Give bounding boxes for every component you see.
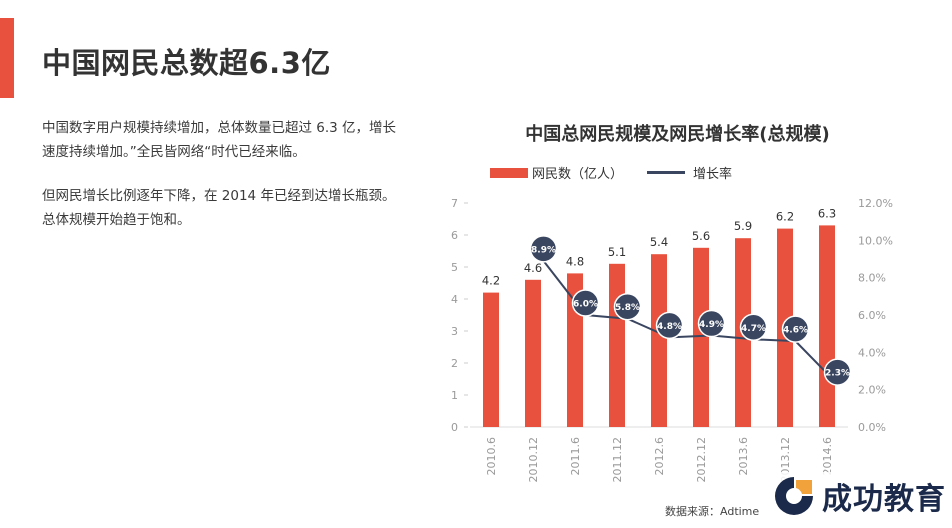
- bar: [819, 225, 835, 427]
- growth-rate-label: 4.9%: [699, 320, 724, 330]
- growth-rate-point: [697, 309, 726, 338]
- left-axis-tick-label: 1: [451, 389, 458, 402]
- growth-rate-point: [823, 358, 852, 386]
- right-axis-tick-label: 8.0%: [858, 272, 886, 285]
- intro-text: 中国数字用户规模持续增加，总体数量已超过 6.3 亿，增长速度持续增加。”全民皆…: [42, 116, 402, 252]
- x-axis-tick-label: 2014.6: [821, 437, 834, 476]
- left-axis-tick-label: 3: [451, 325, 458, 338]
- bar-value-label: 5.6: [692, 229, 710, 243]
- growth-rate-label: 4.7%: [741, 324, 766, 334]
- logo-mark-icon: [772, 474, 816, 518]
- bar-value-label: 6.3: [818, 206, 836, 220]
- x-axis-tick-label: 2011.12: [611, 437, 624, 483]
- chart-legend: 网民数（亿人） 增长率: [490, 163, 732, 182]
- right-axis-tick-label: 12.0%: [858, 197, 893, 210]
- bar: [609, 263, 625, 427]
- growth-rate-point: [739, 313, 768, 342]
- x-axis-tick-label: 2012.6: [653, 437, 666, 476]
- bar-value-label: 4.2: [482, 274, 500, 288]
- x-axis-tick-label: 2013.12: [779, 437, 792, 483]
- intro-paragraph-1: 中国数字用户规模持续增加，总体数量已超过 6.3 亿，增长速度持续增加。”全民皆…: [42, 120, 397, 160]
- legend-line-swatch: [647, 171, 686, 174]
- right-axis-tick-label: 4.0%: [858, 346, 886, 359]
- x-axis-tick-label: 2012.12: [695, 437, 708, 483]
- bar: [483, 292, 499, 427]
- brand-logo: 成功教育: [770, 472, 952, 520]
- left-axis-tick-label: 4: [451, 293, 458, 306]
- growth-rate-point: [655, 311, 684, 340]
- left-axis-tick-label: 5: [451, 261, 458, 274]
- growth-rate-label: 5.8%: [615, 303, 640, 313]
- intro-paragraph-2: 但网民增长比例逐年下降，在 2014 年已经到达增长瓶颈。总体规模开始趋于饱和。: [42, 188, 396, 228]
- legend-bar-label: 网民数（亿人）: [532, 167, 624, 182]
- bar-value-label: 6.2: [776, 210, 794, 224]
- chart-title: 中国总网民规模及网民增长率(总规模): [525, 124, 830, 145]
- growth-rate-label: 4.6%: [783, 326, 808, 336]
- growth-rate-label: 6.0%: [573, 300, 598, 310]
- logo-text: 成功教育: [822, 482, 946, 517]
- growth-rate-label: 2.3%: [825, 369, 850, 379]
- bar: [651, 254, 667, 427]
- x-axis-tick-label: 2010.6: [485, 437, 498, 476]
- growth-rate-point: [781, 315, 810, 343]
- accent-bar: [0, 18, 14, 98]
- x-axis-tick-label: 2011.6: [569, 437, 582, 476]
- bar-value-label: 5.4: [650, 235, 668, 249]
- x-axis-tick-label: 2013.6: [737, 437, 750, 476]
- bar-value-label: 4.8: [566, 254, 584, 268]
- left-axis-tick-label: 6: [451, 229, 458, 242]
- page-title: 中国网民总数超6.3亿: [42, 46, 331, 80]
- data-source: 数据来源：Adtime: [665, 505, 760, 518]
- bar-value-label: 4.6: [524, 261, 542, 275]
- right-axis-tick-label: 10.0%: [858, 234, 893, 247]
- right-axis-tick-label: 6.0%: [858, 309, 886, 322]
- growth-rate-label: 4.8%: [657, 322, 682, 332]
- left-axis-tick-label: 7: [451, 197, 458, 210]
- bar: [525, 279, 541, 427]
- left-axis-tick-label: 2: [451, 357, 458, 370]
- legend-bar-swatch: [490, 167, 528, 178]
- growth-rate-label: 8.9%: [531, 245, 556, 255]
- growth-rate-point: [571, 289, 600, 317]
- x-axis-tick-label: 2010.12: [527, 437, 540, 483]
- growth-rate-point: [613, 292, 642, 321]
- bar: [693, 247, 709, 427]
- growth-rate-point: [529, 235, 558, 263]
- right-axis-tick-label: 0.0%: [858, 421, 886, 434]
- right-axis-tick-label: 2.0%: [858, 384, 886, 397]
- bar-value-label: 5.9: [734, 219, 752, 233]
- bar-value-label: 5.1: [608, 245, 626, 259]
- left-axis-tick-label: 0: [451, 421, 458, 434]
- legend-line-label: 增长率: [693, 167, 733, 182]
